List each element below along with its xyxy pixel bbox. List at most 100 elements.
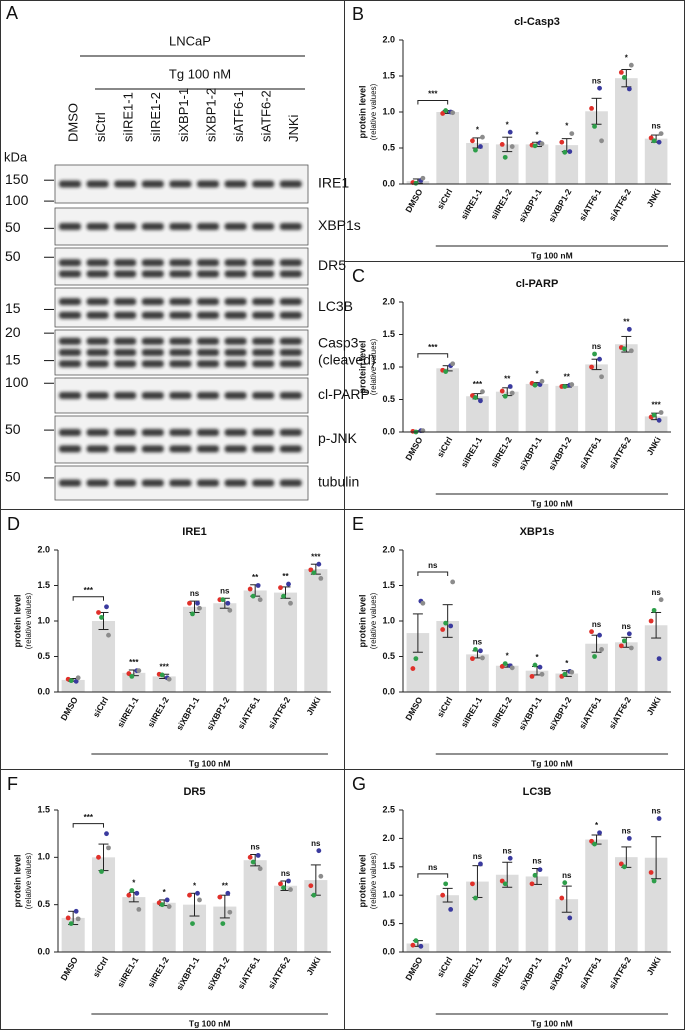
significance-label: ns	[281, 869, 291, 878]
band	[252, 360, 275, 368]
bar	[495, 665, 519, 692]
replicate-dot	[187, 892, 192, 898]
y-tick-label: 1.5	[382, 70, 395, 80]
bar	[585, 839, 608, 952]
replicate-dot	[257, 597, 263, 603]
significance-label: ***	[159, 662, 169, 671]
replicate-dot	[599, 647, 604, 652]
band	[141, 270, 164, 278]
replicate-dot	[318, 576, 324, 581]
replicate-dot	[478, 648, 483, 654]
panel-label: B	[352, 4, 364, 24]
y-tick-label: 0.0	[382, 946, 395, 956]
replicate-dot	[562, 671, 568, 677]
bar	[555, 899, 579, 952]
x-tick-label: siATF6-1	[577, 695, 603, 731]
bar	[615, 78, 638, 184]
x-tick-label: siIRE1-2	[145, 955, 171, 989]
replicate-dot	[288, 600, 293, 606]
chart-title: XBP1s	[520, 526, 555, 538]
band	[86, 445, 109, 453]
replicate-dot	[651, 607, 657, 613]
bar	[122, 672, 146, 692]
band	[141, 428, 164, 436]
y-tick-label: 0.5	[382, 651, 395, 661]
band	[197, 311, 219, 319]
y-axis-label: (relative values)	[24, 852, 33, 909]
replicate-dot	[159, 672, 165, 678]
band	[141, 445, 164, 453]
replicate-dot	[567, 915, 573, 921]
bracket-label: ***	[428, 90, 438, 99]
replicate-dot	[559, 139, 565, 145]
band	[197, 445, 219, 453]
error-bar	[442, 604, 453, 638]
x-tick-label: siIRE1-1	[459, 187, 485, 221]
significance-label: *	[132, 879, 136, 888]
bar	[91, 857, 116, 952]
replicate-dot	[656, 816, 662, 821]
band	[86, 392, 109, 399]
bar	[555, 145, 579, 184]
replicate-dot	[562, 149, 568, 155]
band	[141, 298, 164, 306]
bar	[182, 904, 207, 952]
bar	[495, 144, 519, 184]
significance-label: ns	[592, 76, 602, 85]
replicate-dot	[507, 384, 513, 389]
bar	[525, 876, 549, 952]
x-tick-label: siATF6-1	[577, 955, 603, 991]
bar	[585, 643, 608, 692]
bar	[615, 344, 638, 432]
band	[86, 180, 109, 188]
significance-label: ns	[562, 871, 572, 880]
band	[197, 180, 219, 188]
band	[141, 349, 164, 356]
replicate-dot	[569, 382, 575, 387]
band	[224, 270, 247, 278]
x-axis-label: Tg 100 nM	[531, 498, 573, 508]
band	[279, 349, 302, 356]
marker-label: 20	[5, 324, 21, 340]
band	[197, 259, 219, 267]
replicate-dot	[651, 412, 657, 418]
significance-label: ns	[651, 588, 661, 597]
bar	[406, 633, 430, 692]
x-tick-label: siATF6-2	[607, 435, 633, 471]
replicate-dot	[281, 885, 286, 891]
replicate-dot	[450, 361, 456, 367]
y-tick-label: 1.0	[382, 890, 395, 900]
replicate-dot	[473, 647, 478, 652]
lane-label: siATF6-2	[259, 90, 274, 142]
significance-label: *	[506, 120, 510, 129]
replicate-dot	[658, 131, 664, 137]
chart-title: IRE1	[182, 526, 206, 538]
replicate-dot	[164, 897, 170, 903]
replicate-dot	[618, 861, 624, 867]
bar	[273, 592, 298, 692]
replicate-dot	[190, 611, 195, 617]
band	[114, 445, 137, 453]
x-tick-label: siXBP1-1	[517, 435, 544, 472]
significance-label: *	[625, 53, 629, 62]
replicate-dot	[440, 111, 446, 116]
band	[86, 428, 109, 436]
band	[279, 270, 302, 278]
replicate-dot	[532, 872, 538, 878]
band	[169, 298, 192, 306]
replicate-dot	[65, 915, 71, 921]
band	[59, 298, 81, 306]
replicate-dot	[628, 62, 634, 68]
blot-strip	[54, 247, 309, 286]
y-tick-label: 1.0	[37, 852, 50, 862]
band	[224, 360, 247, 368]
significance-label: ns	[473, 852, 483, 861]
bracket	[417, 100, 449, 105]
band	[224, 337, 247, 345]
replicate-dot	[529, 881, 535, 887]
band	[224, 180, 247, 188]
x-tick-label: siXBP1-1	[517, 695, 544, 732]
x-tick-label: siATF6-1	[236, 955, 262, 991]
significance-label: *	[506, 652, 510, 661]
bracket	[417, 873, 449, 878]
